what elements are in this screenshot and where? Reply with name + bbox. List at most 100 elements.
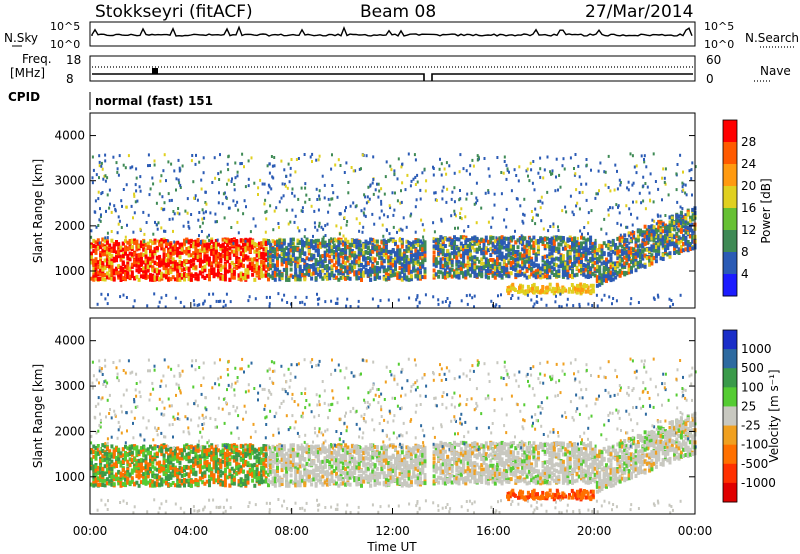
data-cell	[632, 252, 636, 257]
data-cell	[394, 267, 397, 272]
data-cell	[549, 170, 552, 174]
data-cell	[352, 201, 355, 205]
data-cell	[314, 242, 318, 247]
data-cell	[223, 274, 227, 279]
data-cell	[626, 186, 629, 190]
data-cell	[397, 157, 400, 161]
data-cell	[226, 269, 230, 274]
data-cell	[153, 159, 156, 163]
data-cell	[301, 269, 304, 273]
data-cell	[101, 483, 105, 487]
data-cell	[682, 225, 685, 229]
data-cell	[652, 248, 656, 253]
data-cell	[269, 258, 273, 263]
data-cell	[142, 247, 146, 252]
data-cell	[564, 261, 568, 266]
data-cell	[178, 166, 181, 170]
data-cell	[373, 265, 377, 270]
data-cell	[487, 275, 490, 280]
data-cell	[163, 201, 166, 205]
data-cell	[548, 265, 552, 270]
data-cell	[551, 172, 554, 176]
data-cell	[278, 254, 282, 259]
data-cell	[380, 209, 383, 213]
data-cell	[291, 237, 295, 242]
data-cell	[369, 183, 372, 187]
data-cell	[623, 233, 627, 238]
data-cell	[471, 238, 475, 243]
data-cell	[550, 289, 554, 294]
data-cell	[126, 264, 130, 269]
data-cell	[335, 248, 338, 253]
data-cell	[690, 177, 693, 181]
data-cell	[654, 233, 658, 238]
data-cell	[124, 264, 127, 269]
data-cell	[498, 254, 502, 259]
colorbar-swatch	[723, 186, 737, 209]
data-cell	[142, 275, 146, 279]
data-cell	[322, 235, 325, 239]
data-cell	[636, 216, 639, 220]
data-cell	[650, 247, 654, 252]
data-cell	[645, 165, 648, 169]
data-cell	[210, 239, 214, 244]
data-cell	[216, 238, 219, 242]
data-cell	[310, 276, 314, 281]
data-cell	[94, 267, 98, 272]
data-cell	[459, 261, 463, 266]
data-cell	[616, 270, 620, 275]
data-cell	[341, 265, 345, 270]
data-cell	[400, 270, 404, 274]
data-cell	[423, 275, 427, 280]
nsky-panel	[89, 21, 696, 47]
data-cell	[234, 176, 237, 180]
data-cell	[491, 216, 494, 220]
data-cell	[96, 482, 100, 487]
data-cell	[344, 245, 348, 250]
data-cell	[529, 161, 532, 165]
data-cell	[130, 204, 133, 208]
data-cell	[614, 270, 618, 275]
data-cell	[497, 294, 499, 298]
data-cell	[273, 266, 277, 271]
data-cell	[371, 242, 375, 247]
data-cell	[458, 198, 461, 202]
data-cell	[480, 237, 484, 242]
data-cell	[416, 249, 420, 254]
data-cell	[675, 188, 678, 192]
data-cell	[221, 249, 225, 254]
data-cell	[677, 214, 681, 219]
data-cell	[495, 303, 498, 307]
data-cell	[403, 265, 407, 270]
data-cell	[303, 252, 307, 257]
data-cell	[455, 237, 458, 241]
data-cell	[167, 247, 171, 252]
data-cell	[226, 182, 228, 186]
data-cell	[487, 167, 490, 171]
data-cell	[661, 253, 665, 258]
data-cell	[675, 238, 679, 243]
data-cell	[471, 158, 474, 162]
data-cell	[611, 302, 613, 306]
data-cell	[214, 254, 218, 259]
data-cell	[228, 268, 232, 273]
data-cell	[267, 266, 270, 271]
data-cell	[183, 249, 186, 254]
data-cell	[627, 267, 631, 272]
data-cell	[688, 242, 692, 246]
data-cell	[177, 207, 180, 210]
data-cell	[298, 258, 302, 263]
data-cell	[259, 178, 262, 182]
data-cell	[164, 241, 168, 246]
data-cell	[280, 273, 284, 278]
data-cell	[609, 206, 611, 210]
data-cell	[514, 258, 518, 263]
data-cell	[226, 162, 229, 166]
data-cell	[477, 242, 480, 246]
data-cell	[422, 235, 425, 239]
data-cell	[234, 161, 237, 165]
data-cell	[425, 179, 428, 183]
data-cell	[196, 303, 199, 307]
data-cell	[126, 223, 128, 227]
data-cell	[239, 259, 243, 264]
